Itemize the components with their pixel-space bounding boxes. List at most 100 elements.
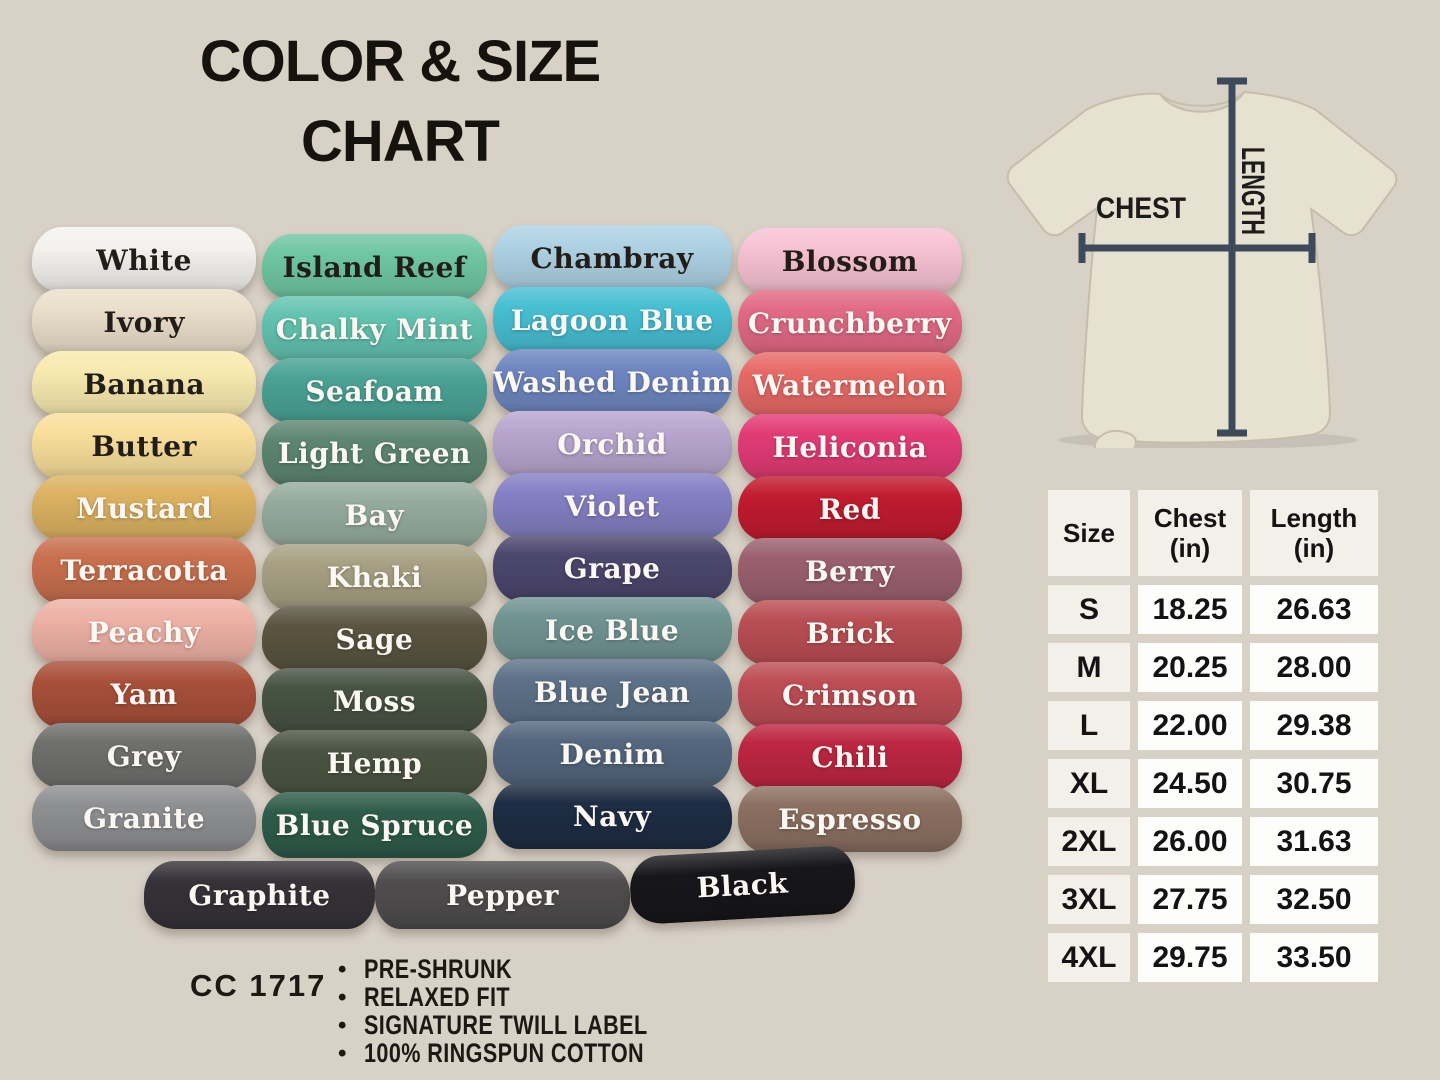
color-swatch-lagoon-blue: Lagoon Blue — [492, 287, 732, 353]
color-swatch-grid: White Ivory Banana Butter Mustard Terracotta P… — [32, 225, 962, 937]
feature-item: • PRE-SHRUNK — [338, 954, 718, 984]
color-name: Butter — [91, 429, 197, 463]
color-name: White — [96, 243, 192, 277]
size-table-header-2: Length (in) — [1250, 490, 1378, 576]
page-title: COLOR & SIZE CHART — [130, 22, 670, 182]
color-swatch-sage: Sage — [262, 606, 487, 672]
size-cell-S: S — [1048, 585, 1130, 634]
bullet-icon: • — [338, 1011, 347, 1039]
length-cell-2XL: 31.63 — [1250, 817, 1378, 866]
chest-cell-3XL: 27.75 — [1138, 875, 1242, 924]
color-swatch-orchid: Orchid — [492, 411, 732, 477]
color-name: Granite — [83, 801, 206, 835]
length-label: LENGTH — [1235, 147, 1271, 235]
color-name: Graphite — [188, 878, 331, 912]
color-swatch-island-reef: Island Reef — [262, 234, 487, 300]
chest-cell-S: 18.25 — [1138, 585, 1242, 634]
color-swatch-chambray: Chambray — [492, 225, 732, 291]
color-swatch-grey: Grey — [32, 723, 257, 789]
color-swatch-navy: Navy — [492, 783, 732, 849]
length-cell-M: 28.00 — [1250, 643, 1378, 692]
color-name: Ice Blue — [545, 613, 680, 647]
color-swatch-chili: Chili — [737, 724, 962, 790]
page-title-line1: COLOR & SIZE — [199, 29, 601, 94]
feature-text: PRE-SHRUNK — [364, 954, 513, 984]
feature-item: • 100% RINGSPUN COTTON — [338, 1038, 718, 1068]
color-name: Navy — [572, 799, 652, 833]
color-name: Red — [818, 492, 881, 526]
color-swatch-butter: Butter — [32, 413, 257, 479]
color-name: Watermelon — [752, 368, 948, 402]
color-swatch-crimson: Crimson — [737, 662, 962, 728]
color-swatch-pepper: Pepper — [375, 861, 630, 929]
product-model-code: CC 1717 — [190, 968, 327, 1003]
color-name: Espresso — [778, 802, 922, 836]
length-cell-S: 26.63 — [1250, 585, 1378, 634]
bullet-icon: • — [338, 955, 347, 983]
color-swatch-blue-jean: Blue Jean — [492, 659, 732, 725]
chest-label: CHEST — [1096, 192, 1186, 225]
page-title-line2: CHART — [301, 109, 500, 174]
color-name: Sage — [335, 622, 414, 656]
color-swatch-blue-spruce: Blue Spruce — [262, 792, 487, 858]
color-name: Berry — [804, 554, 895, 588]
tshirt-collar — [1159, 91, 1245, 107]
color-swatch-terracotta: Terracotta — [32, 537, 257, 603]
length-cell-4XL: 33.50 — [1250, 933, 1378, 982]
color-swatch-violet: Violet — [492, 473, 732, 539]
header-line1: Length — [1270, 503, 1358, 533]
color-swatch-graphite: Graphite — [144, 861, 375, 929]
color-swatch-black: Black — [628, 844, 857, 926]
color-name: Chili — [811, 740, 889, 774]
color-swatch-heliconia: Heliconia — [737, 414, 962, 480]
color-name: Heliconia — [772, 430, 928, 464]
color-name: Washed Denim — [492, 365, 732, 399]
color-swatch-mustard: Mustard — [32, 475, 257, 541]
header-line2: (in) — [1293, 533, 1335, 563]
color-swatch-moss: Moss — [262, 668, 487, 734]
color-name: Crimson — [782, 678, 918, 712]
size-cell-L: L — [1048, 701, 1130, 750]
color-name: Seafoam — [305, 374, 444, 408]
color-swatch-white: White — [32, 227, 257, 293]
color-swatch-watermelon: Watermelon — [737, 352, 962, 418]
color-name: Terracotta — [60, 553, 229, 587]
size-cell-XL: XL — [1048, 759, 1130, 808]
color-name: Violet — [564, 489, 660, 523]
color-swatch-grape: Grape — [492, 535, 732, 601]
color-swatch-hemp: Hemp — [262, 730, 487, 796]
color-name: Pepper — [446, 878, 559, 912]
color-name: Grape — [563, 551, 661, 585]
color-name: Mustard — [76, 491, 213, 525]
color-swatch-peachy: Peachy — [32, 599, 257, 665]
header-line1: Chest — [1153, 503, 1227, 533]
header-line2: (in) — [1169, 533, 1211, 563]
size-table-header-0: Size — [1048, 490, 1130, 576]
color-column-2: Island Reef Chalky Mint Seafoam Light Green… — [262, 234, 487, 858]
size-cell-2XL: 2XL — [1048, 817, 1130, 866]
color-swatch-crunchberry: Crunchberry — [737, 290, 962, 356]
feature-item: • RELAXED FIT — [338, 982, 718, 1012]
feature-text: RELAXED FIT — [364, 982, 511, 1012]
color-swatch-chalky-mint: Chalky Mint — [262, 296, 487, 362]
feature-item: • SIGNATURE TWILL LABEL — [338, 1010, 718, 1040]
color-name: Lagoon Blue — [510, 303, 714, 337]
size-cell-M: M — [1048, 643, 1130, 692]
color-swatch-light-green: Light Green — [262, 420, 487, 486]
color-swatch-denim: Denim — [492, 721, 732, 787]
color-name: Moss — [332, 684, 417, 718]
color-swatch-ice-blue: Ice Blue — [492, 597, 732, 663]
feature-text: 100% RINGSPUN COTTON — [364, 1038, 645, 1068]
color-name: Denim — [559, 737, 665, 771]
color-name: Hemp — [326, 746, 423, 780]
header-line1: Size — [1062, 518, 1116, 548]
tshirt-measurement-diagram: CHEST LENGTH — [1006, 77, 1398, 448]
color-name: Bay — [344, 498, 405, 532]
feature-text: SIGNATURE TWILL LABEL — [364, 1010, 648, 1040]
color-swatch-espresso: Espresso — [737, 786, 962, 852]
color-swatch-washed-denim: Washed Denim — [492, 349, 732, 415]
size-table: Size Chest (in) Length (in) S 18.25 26.63 M 20.25… — [1048, 490, 1378, 982]
length-cell-L: 29.38 — [1250, 701, 1378, 750]
color-swatch-red: Red — [737, 476, 962, 542]
color-name: Brick — [805, 616, 894, 650]
